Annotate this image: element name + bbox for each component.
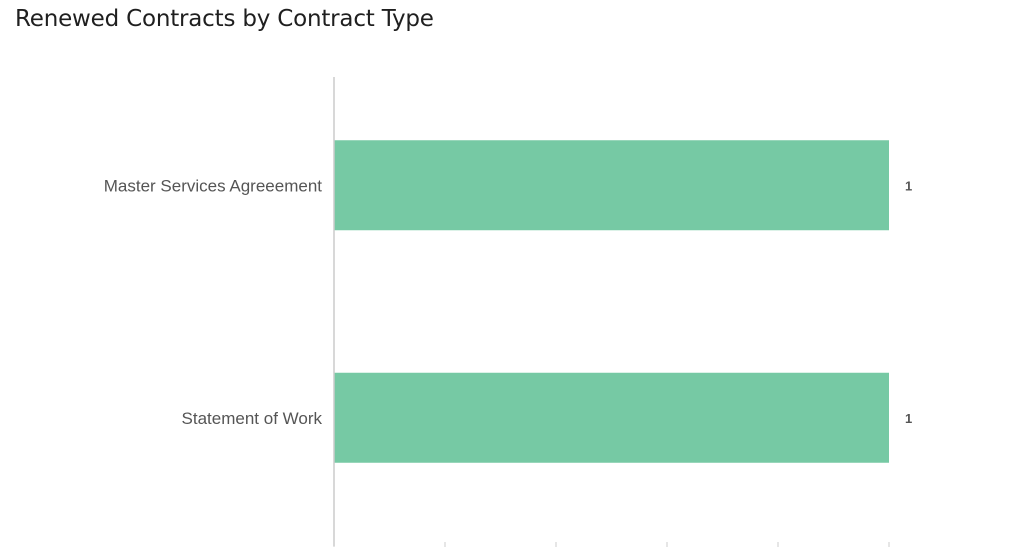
category-label-1: Statement of Work (182, 409, 323, 428)
data-label-0: 1 (905, 178, 912, 193)
bars-layer (334, 140, 889, 463)
category-label-0: Master Services Agreeement (104, 176, 323, 195)
labels-layer: Master Services Agreeement 1 Statement of … (104, 176, 913, 428)
chart-title: Renewed Contracts by Contract Type (15, 6, 434, 32)
axis-layer (333, 77, 890, 547)
bar-0[interactable] (334, 140, 889, 231)
data-label-1: 1 (905, 411, 912, 426)
bar-1[interactable] (334, 372, 889, 463)
